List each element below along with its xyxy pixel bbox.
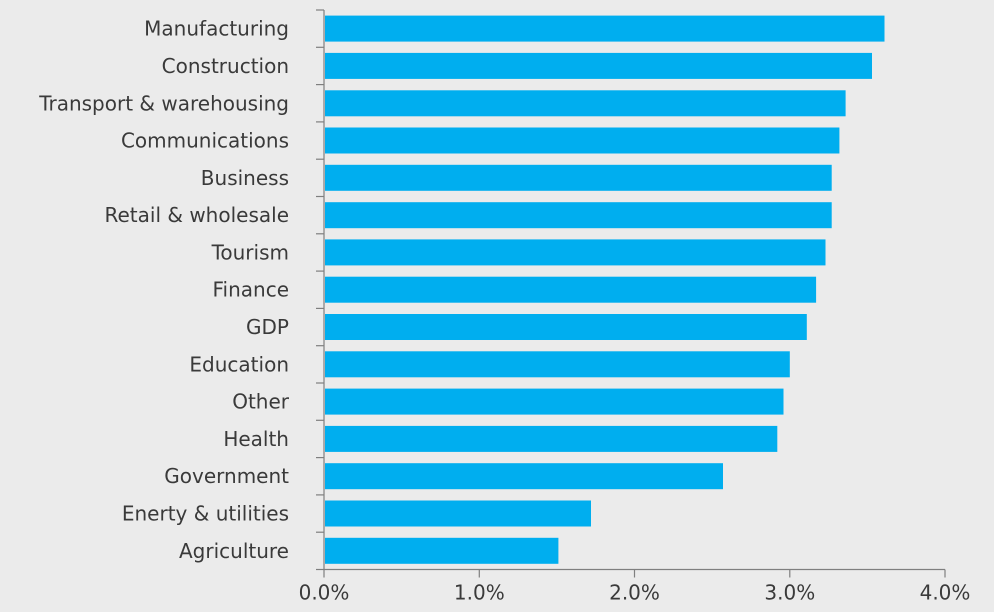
category-label: Business — [201, 166, 289, 190]
x-tick-label: 0.0% — [299, 581, 350, 605]
x-tick-label: 1.0% — [454, 581, 505, 605]
category-label: Manufacturing — [144, 17, 289, 41]
bar-agriculture — [325, 537, 559, 564]
bar-business — [325, 164, 832, 191]
x-tick-label: 2.0% — [609, 581, 660, 605]
bar-finance — [325, 276, 817, 303]
category-label: Agriculture — [179, 539, 289, 563]
category-label: GDP — [246, 315, 289, 339]
bar-retail-wholesale — [325, 202, 832, 229]
x-tick-label: 4.0% — [920, 581, 971, 605]
bar-manufacturing — [325, 15, 885, 42]
bar-other — [325, 388, 784, 415]
category-label: Communications — [121, 129, 289, 153]
category-label: Retail & wholesale — [105, 203, 290, 227]
bar-transport-warehousing — [325, 90, 846, 117]
bar-health — [325, 425, 778, 452]
bar-gdp — [325, 314, 807, 340]
bar-enerty-utilities — [325, 500, 591, 527]
category-label: Tourism — [211, 240, 289, 264]
bar-education — [325, 351, 790, 378]
bar-tourism — [325, 239, 826, 266]
category-label: Construction — [162, 54, 289, 78]
bars-group — [325, 15, 885, 564]
category-label: Transport & warehousing — [38, 91, 289, 115]
category-label: Finance — [212, 278, 289, 302]
bar-construction — [325, 52, 872, 79]
category-label: Enerty & utilities — [122, 502, 289, 526]
category-label: Education — [189, 352, 289, 376]
bar-government — [325, 463, 723, 490]
axes-group — [316, 9, 946, 578]
category-label: Other — [232, 390, 290, 414]
bar-communications — [325, 127, 840, 154]
x-tick-label: 3.0% — [764, 581, 815, 605]
category-label: Government — [164, 464, 289, 488]
category-label: Health — [223, 427, 289, 451]
labels-group: Manufacturing Construction Transport & war… — [38, 17, 970, 605]
